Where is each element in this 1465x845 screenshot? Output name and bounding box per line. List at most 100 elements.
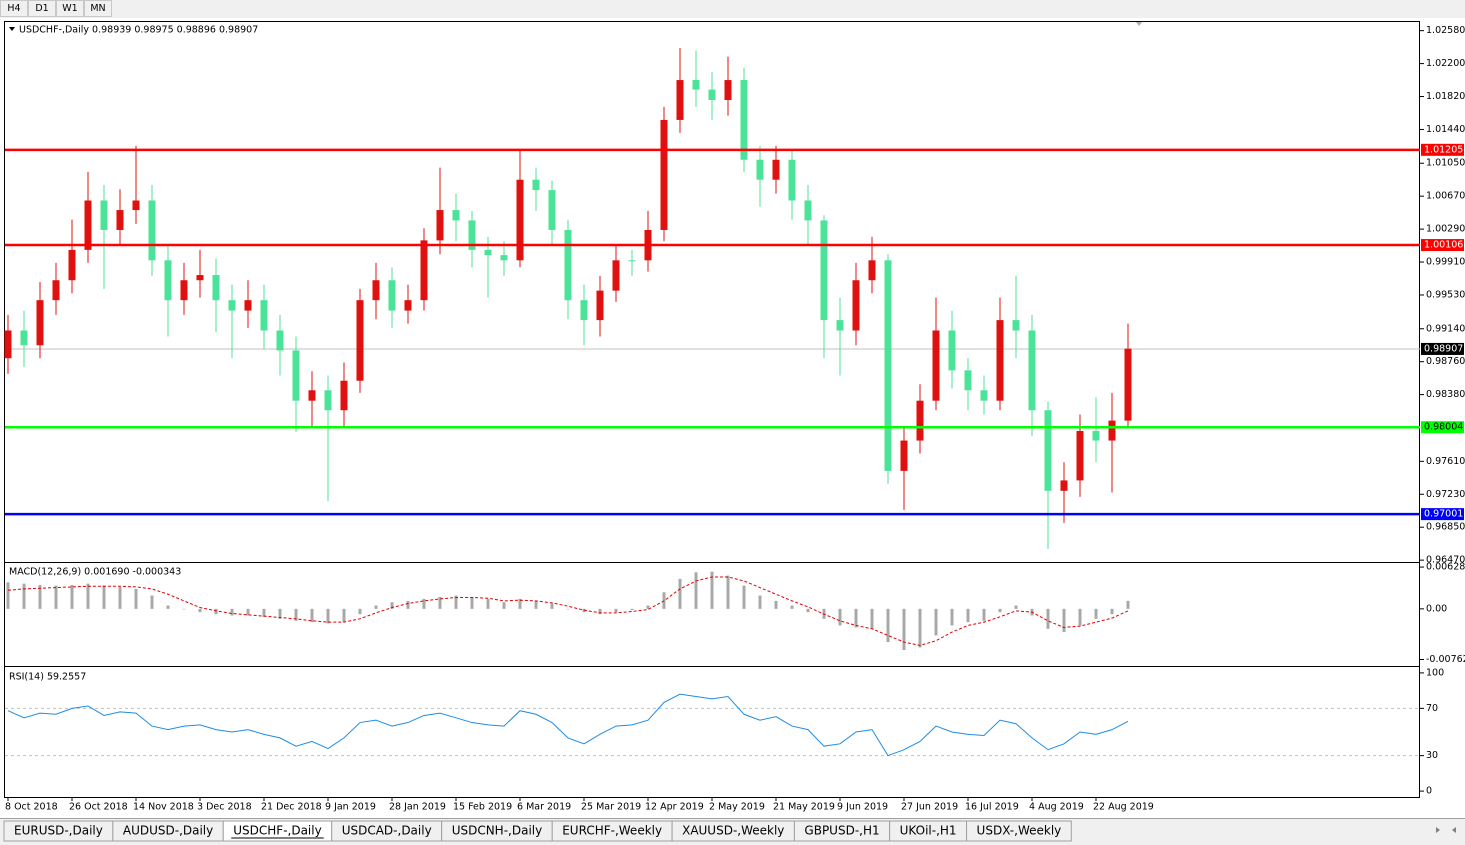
candle-body: [484, 249, 492, 256]
y-tick-label: 0.99910: [1426, 257, 1465, 268]
tab-label[interactable]: GBPUSD-,H1: [804, 824, 879, 838]
tab-label[interactable]: EURUSD-,Daily: [14, 824, 103, 838]
candle-body: [324, 390, 332, 411]
candle-body: [132, 200, 140, 211]
candle-body: [740, 80, 748, 160]
macd-bar: [390, 602, 394, 609]
macd-bar: [886, 608, 890, 643]
candle-body: [100, 200, 108, 230]
macd-bar: [438, 596, 442, 609]
macd-bar: [278, 608, 282, 619]
candle-body: [148, 200, 156, 261]
macd-bar: [230, 608, 234, 616]
x-tick-label: 25 Mar 2019: [581, 802, 641, 813]
candle-body: [948, 330, 956, 371]
indicator-label: RSI(14) 59.2557: [9, 672, 86, 683]
macd-bar: [214, 608, 218, 615]
candle-body: [612, 260, 620, 291]
candle-body: [596, 290, 604, 321]
timeframe-label[interactable]: MN: [90, 3, 105, 14]
y-tick-label: 1.00670: [1426, 191, 1465, 202]
candle-body: [548, 190, 556, 230]
x-tick-label: 4 Aug 2019: [1029, 802, 1084, 813]
macd-bar: [118, 586, 122, 609]
candle-body: [1076, 431, 1084, 481]
tab-label[interactable]: USDX-,Weekly: [977, 824, 1062, 838]
rsi-line: [7, 693, 1129, 757]
candle-body: [1108, 420, 1116, 441]
tab[interactable]: [966, 820, 1072, 842]
macd-bar: [374, 605, 378, 609]
timeframe-button[interactable]: [28, 0, 56, 17]
x-tick-label: 15 Feb 2019: [453, 802, 512, 813]
candle-body: [228, 300, 236, 311]
macd-bar: [966, 608, 970, 623]
tab-label[interactable]: XAUUSD-,Weekly: [682, 824, 784, 838]
macd-bar: [630, 608, 634, 611]
macd-bar: [150, 595, 154, 609]
candle-body: [36, 300, 44, 346]
timeframe-button[interactable]: [56, 0, 84, 17]
candle-body: [276, 330, 284, 351]
macd-bar: [1126, 600, 1130, 609]
timeframe-button[interactable]: [84, 0, 112, 17]
candle-body: [388, 280, 396, 311]
tab-label[interactable]: USDCAD-,Daily: [342, 824, 432, 838]
candle-body: [84, 200, 92, 250]
macd-bar: [614, 608, 618, 613]
timeframe-label[interactable]: W1: [62, 3, 77, 14]
y-tick-label: 0.97230: [1426, 489, 1465, 500]
candle-body: [660, 119, 668, 230]
macd-bar: [902, 608, 906, 651]
tab-scroll[interactable]: [1436, 827, 1456, 833]
candle-body: [1092, 431, 1100, 441]
y-tick-label: 70: [1426, 703, 1438, 714]
candle-body: [708, 89, 716, 100]
level-label-box: [1421, 239, 1464, 252]
x-tick-label: 12 Apr 2019: [645, 802, 704, 813]
macd-bar: [758, 595, 762, 609]
timeframe-button[interactable]: [0, 0, 28, 17]
macd-bar: [1078, 608, 1082, 626]
macd-bar: [470, 596, 474, 609]
candle-body: [260, 300, 268, 331]
macd-bar: [790, 605, 794, 609]
macd-bar: [166, 605, 170, 609]
candle-body: [292, 350, 300, 401]
tab-label[interactable]: USDCHF-,Daily: [233, 824, 321, 838]
candle-body: [692, 80, 700, 90]
y-tick-label: 0: [1426, 786, 1432, 797]
tab-label[interactable]: USDCNH-,Daily: [452, 824, 543, 838]
candle-body: [772, 159, 780, 180]
macd-bar: [246, 608, 250, 616]
candle-body: [164, 260, 172, 301]
candle-body: [1124, 348, 1132, 421]
candle-body: [4, 330, 12, 359]
x-tick-label: 26 Oct 2018: [69, 802, 128, 813]
macd-bar: [86, 583, 90, 609]
macd-bar: [326, 608, 330, 624]
y-tick-label: 0.99140: [1426, 323, 1465, 334]
timeframe-label[interactable]: H4: [7, 3, 20, 14]
candle-body: [52, 280, 60, 301]
macd-bar: [646, 605, 650, 609]
candle-body: [468, 220, 476, 250]
candle-body: [996, 320, 1004, 401]
timeframe-label[interactable]: D1: [35, 3, 48, 14]
macd-bar: [262, 608, 266, 617]
macd-bar: [182, 608, 186, 610]
tab-label[interactable]: UKOil-,H1: [900, 824, 957, 838]
tab-label[interactable]: EURCHF-,Weekly: [562, 824, 662, 838]
y-tick-label: 1.02200: [1426, 58, 1465, 69]
tab-label[interactable]: AUDUSD-,Daily: [123, 824, 213, 838]
y-tick-label: 0.006286: [1426, 562, 1465, 573]
candle-body: [1060, 480, 1068, 491]
x-tick-label: 14 Nov 2018: [133, 802, 194, 813]
macd-bar: [726, 575, 730, 609]
candle-body: [1028, 330, 1036, 411]
level-label: 0.97001: [1424, 509, 1463, 520]
y-tick-label: 0.98380: [1426, 389, 1465, 400]
macd-bar: [6, 582, 10, 609]
macd-bar: [918, 608, 922, 648]
y-tick-label: -0.00762: [1426, 654, 1465, 665]
